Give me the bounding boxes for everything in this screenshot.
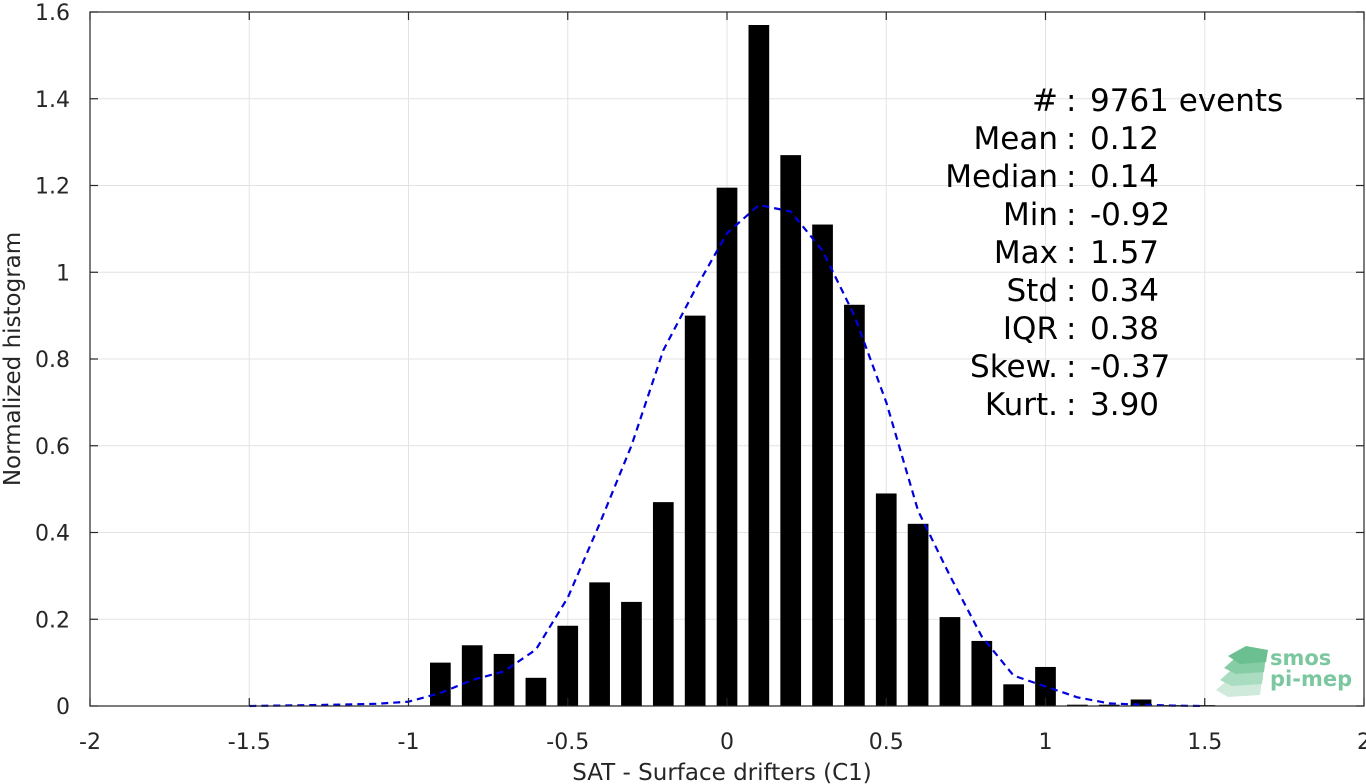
- x-tick-label: 2: [1357, 730, 1366, 755]
- stats-value: 0.38: [1090, 311, 1159, 347]
- x-tick-label: -1.5: [228, 730, 271, 755]
- stats-label: IQR: [1003, 311, 1058, 347]
- stats-label: Max: [994, 235, 1058, 271]
- stats-separator: :: [1066, 387, 1076, 423]
- stats-value: 1.57: [1090, 235, 1159, 271]
- y-tick-label: 1.4: [35, 88, 70, 113]
- histogram-bar: [875, 493, 897, 706]
- x-tick-label: 0: [720, 730, 734, 755]
- stats-label: Median: [945, 159, 1058, 195]
- y-tick-label: 0.8: [35, 348, 70, 373]
- stats-separator: :: [1066, 235, 1076, 271]
- histogram-bar: [1098, 704, 1120, 706]
- histogram-bars: [429, 25, 1216, 706]
- histogram-bar: [907, 523, 929, 706]
- fit-curve: [249, 203, 1205, 708]
- x-tick-label: -0.5: [546, 730, 589, 755]
- stats-value: 0.34: [1090, 273, 1159, 309]
- histogram-bar: [525, 677, 547, 706]
- y-tick-labels: 0 0.2 0.4 0.6 0.8 1 1.2 1.4 1.6: [35, 1, 70, 720]
- x-tick-label: 0.5: [869, 730, 904, 755]
- stats-value: -0.37: [1090, 349, 1170, 385]
- stats-label: Skew.: [970, 349, 1058, 385]
- y-tick-label: 0.2: [35, 608, 70, 633]
- x-tick-label: 1: [1039, 730, 1053, 755]
- stats-label: Min: [1003, 197, 1058, 233]
- stats-separator: :: [1066, 159, 1076, 195]
- histogram-bar: [589, 582, 610, 706]
- histogram-bar: [971, 640, 993, 706]
- x-tick-label: -1: [398, 730, 420, 755]
- stats-value: 0.12: [1090, 121, 1159, 157]
- histogram-bar: [1003, 684, 1025, 706]
- logo-layers-icon: [1216, 646, 1268, 697]
- y-tick-label: 1.2: [35, 175, 70, 200]
- histogram-bar: [429, 662, 451, 706]
- stats-value: -0.92: [1090, 197, 1170, 233]
- histogram-bar: [716, 187, 738, 706]
- x-tick-label: -2: [79, 730, 101, 755]
- histogram-bar: [780, 155, 802, 706]
- smos-pi-mep-logo: smos pi-mep: [1216, 646, 1352, 697]
- histogram-bar: [684, 315, 706, 706]
- stats-label: Kurt.: [985, 387, 1058, 423]
- x-tick-labels: -2 -1.5 -1 -0.5 0 0.5 1 1.5 2: [79, 730, 1366, 755]
- histogram-bar: [939, 617, 961, 706]
- stats-label: Mean: [974, 121, 1058, 157]
- stats-separator: :: [1066, 121, 1076, 157]
- histogram-bar: [844, 304, 865, 706]
- stats-label: Std: [1006, 273, 1058, 309]
- x-tick-label: 1.5: [1187, 730, 1222, 755]
- stats-value: 0.14: [1090, 159, 1159, 195]
- stats-separator: :: [1066, 311, 1076, 347]
- histogram-bar: [1066, 704, 1088, 706]
- stats-separator: :: [1066, 349, 1076, 385]
- x-axis-title: SAT - Surface drifters (C1): [572, 760, 872, 784]
- y-tick-label: 0: [56, 695, 70, 720]
- stats-separator: :: [1066, 197, 1076, 233]
- histogram-bar: [652, 502, 674, 706]
- histogram-bar: [1130, 699, 1152, 706]
- y-axis-title: Normalized histogram: [0, 232, 26, 486]
- stats-label: #: [1032, 83, 1058, 119]
- logo-text-pi-mep: pi-mep: [1270, 667, 1352, 691]
- y-tick-label: 0.4: [35, 522, 70, 547]
- histogram-bar: [748, 25, 770, 706]
- y-tick-label: 1.6: [35, 1, 70, 26]
- axis-ticks: [89, 11, 1365, 707]
- stats-value: 9761 events: [1090, 83, 1283, 119]
- histogram-bar: [812, 224, 833, 706]
- logo-text-smos: smos: [1270, 646, 1331, 670]
- histogram-bar: [621, 601, 642, 706]
- histogram-bar: [461, 645, 483, 706]
- stats-separator: :: [1066, 83, 1076, 119]
- histogram-bar: [493, 653, 515, 706]
- stats-separator: :: [1066, 273, 1076, 309]
- y-tick-label: 1: [56, 261, 70, 286]
- y-tick-label: 0.6: [35, 435, 70, 460]
- stats-value: 3.90: [1090, 387, 1159, 423]
- histogram-bar: [557, 625, 579, 706]
